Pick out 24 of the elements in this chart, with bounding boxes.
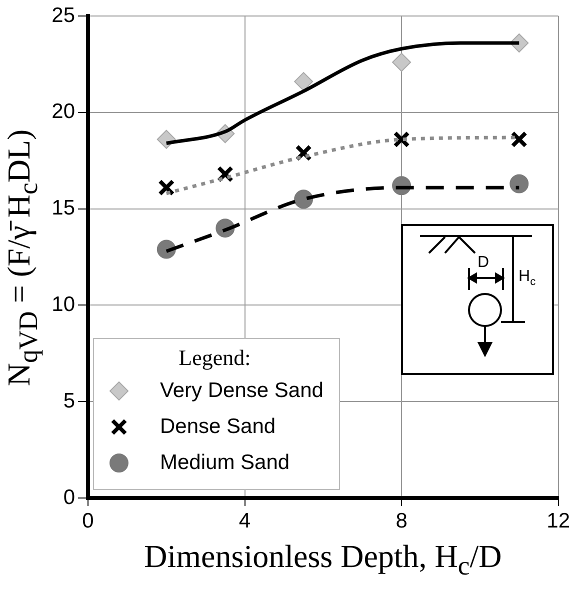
point	[294, 190, 314, 209]
x-tick-label: 12	[546, 509, 570, 532]
annotation: D	[478, 254, 490, 272]
x-tick-label: 0	[82, 509, 94, 532]
annotation: H$_{c}$	[518, 268, 536, 288]
x-tick-label: 4	[238, 509, 251, 532]
x-tick-label: 8	[396, 509, 408, 532]
legend-label: Medium Sand	[160, 451, 290, 475]
point	[510, 131, 528, 148]
point	[294, 72, 314, 92]
y-tick-label: 0	[63, 486, 75, 509]
legend-label: Very Dense Sand	[160, 379, 324, 403]
point	[393, 131, 410, 148]
point	[392, 52, 412, 72]
point	[510, 174, 529, 194]
y-tick-label: 10	[52, 292, 75, 316]
y-tick-label: 15	[52, 196, 75, 220]
legend-label: Dense Sand	[160, 415, 276, 439]
legend-title: Legend:	[178, 345, 252, 371]
x-axis-title: Dimensionless Depth, H$_{c}$/D	[144, 538, 502, 582]
point	[158, 179, 175, 196]
y-tick-label: 20	[52, 100, 75, 124]
y-tick-label: 25	[52, 4, 75, 27]
y-tick-label: 5	[63, 389, 75, 412]
